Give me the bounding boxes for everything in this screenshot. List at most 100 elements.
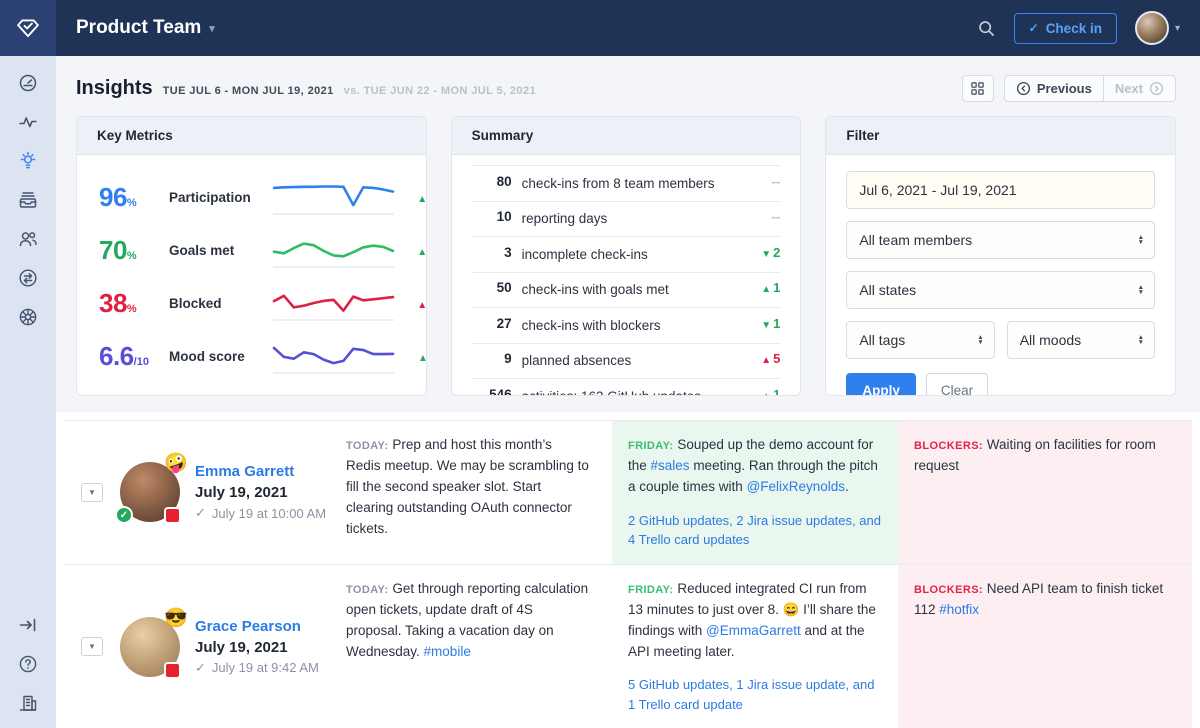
check-in-row: ▼ 😎 ✓ Grace Pearson July 19, 2021 ✓July …: [64, 563, 1192, 728]
next-button[interactable]: Next: [1104, 76, 1175, 101]
select-stepper-icon: ▲ ▼: [1137, 334, 1145, 346]
summary-row: 50 check-ins with goals met ▲ 1: [471, 271, 781, 308]
metric-label: Participation: [169, 190, 251, 205]
collapse-sidebar-icon[interactable]: [17, 614, 39, 636]
sidebar: [0, 56, 56, 728]
inline-tag-link[interactable]: @EmmaGarrett: [706, 622, 801, 638]
previous-label: Previous: [1036, 81, 1092, 96]
blockers-label: BLOCKERS:: [914, 583, 983, 596]
sparkline-chart: [272, 241, 395, 267]
team-switcher[interactable]: Product Team ▾: [76, 17, 215, 39]
metric-delta: ▲2%: [417, 194, 427, 205]
compare-date-range: vs. TUE JUN 22 - MON JUL 5, 2021: [343, 85, 536, 97]
chevron-down-icon: ▾: [209, 22, 215, 35]
inline-tag-link[interactable]: #sales: [650, 457, 690, 473]
next-label: Next: [1114, 81, 1143, 96]
blocked-badge: [164, 507, 181, 525]
check-badge: ✓: [115, 506, 133, 525]
inline-tag-link[interactable]: @FelixReynolds: [746, 478, 846, 494]
arrow-right-circle-icon: [1149, 81, 1164, 96]
summary-list: 80 check-ins from 8 team members -- 10 repor…: [452, 155, 801, 395]
team-members-icon[interactable]: [17, 228, 39, 250]
metric-label: Goals met: [169, 243, 235, 258]
support-wheel-icon[interactable]: [17, 306, 39, 328]
states-select[interactable]: All states ▲ ▼: [846, 271, 1156, 309]
search-icon[interactable]: [977, 19, 996, 38]
metric-delta: ▲6%: [417, 247, 427, 258]
friday-label: FRIDAY:: [628, 583, 674, 596]
app-logo[interactable]: [0, 0, 56, 56]
select-stepper-icon: ▲ ▼: [977, 334, 984, 346]
member-name-link[interactable]: Grace Pearson: [195, 617, 301, 635]
arrow-left-circle-icon: [1016, 81, 1031, 96]
today-cell: TODAY: Get through reporting calculation…: [346, 580, 589, 659]
today-cell: TODAY: Prep and host this month’s Redis …: [346, 437, 589, 536]
activity-summary-link[interactable]: 5 GitHub updates, 1 Jira issue update, a…: [628, 677, 875, 712]
inline-tag-link[interactable]: #hotfix: [939, 601, 980, 617]
moods-select[interactable]: All moods ▲ ▼: [1006, 321, 1156, 359]
metric-label: Mood score: [169, 349, 245, 364]
previous-button[interactable]: Previous: [1005, 76, 1104, 101]
sparkline-chart: [272, 184, 395, 214]
member-name-link[interactable]: Emma Garrett: [195, 463, 295, 481]
grid-view-button[interactable]: [961, 75, 994, 102]
select-stepper-icon: ▲ ▼: [1137, 234, 1145, 246]
insights-lightbulb-icon[interactable]: [17, 150, 39, 172]
row-dropdown-button[interactable]: ▼: [81, 482, 103, 502]
summary-row: 10 reporting days --: [471, 200, 781, 237]
friday-cell: FRIDAY: Reduced integrated CI run from 1…: [612, 565, 898, 728]
check-in-date: July 19, 2021: [195, 638, 288, 656]
metric-label: Blocked: [169, 296, 222, 311]
activity-pulse-icon[interactable]: [17, 111, 39, 133]
mood-emoji-icon: 🤪: [164, 453, 188, 475]
organization-building-icon[interactable]: [17, 692, 39, 714]
check-icon: ✓: [195, 505, 206, 521]
team-name: Product Team: [76, 17, 202, 38]
check-in-button[interactable]: ✓ Check in: [1013, 12, 1117, 44]
row-dropdown-button[interactable]: ▼: [81, 637, 103, 657]
friday-cell: FRIDAY: Souped up the demo account for t…: [612, 421, 898, 564]
main-content: Insights TUE JUL 6 - MON JUL 19, 2021 vs…: [56, 56, 1200, 728]
summary-row: 80 check-ins from 8 team members --: [471, 165, 781, 201]
page-title: Insights: [76, 77, 153, 99]
date-range-input[interactable]: [846, 171, 1156, 209]
summary-row: 27 check-ins with blockers ▼ 1: [471, 307, 781, 343]
summary-row: 3 incomplete check-ins ▼ 2: [471, 236, 781, 272]
current-date-range: TUE JUL 6 - MON JUL 19, 2021: [162, 85, 334, 97]
dashboard-gauge-icon[interactable]: [17, 72, 39, 94]
check-ins-inbox-icon[interactable]: [17, 189, 39, 211]
topbar: Product Team ▾ ✓ Check in ▾: [0, 0, 1200, 56]
check-ins-list: ▼ 🤪 ✓ Emma Garrett July 19, 2021 ✓ July 1…: [56, 412, 1200, 728]
chevron-down-icon: ▾: [1174, 22, 1180, 34]
metric-delta: ▲0.6: [396, 349, 426, 364]
apply-button[interactable]: Apply: [846, 373, 916, 395]
sparkline-chart: [272, 294, 395, 320]
metric-delta: ▲1%: [417, 300, 427, 311]
metric-row-blocked: 38% Blocked ▲1%: [99, 277, 426, 330]
check-in-time: ✓ July 19 at 10:00 AM: [195, 505, 327, 521]
avatar: [1134, 11, 1169, 45]
sparkline-chart: [272, 346, 395, 373]
check-icon: ✓: [195, 659, 206, 675]
gem-logo-icon: [14, 14, 42, 42]
summary-row: 546activities: 163 GitHub updates, 205 J…: [471, 378, 781, 395]
integrations-sync-icon[interactable]: [17, 267, 39, 289]
tags-select[interactable]: All tags ▲ ▼: [846, 321, 995, 359]
blockers-label: BLOCKERS:: [914, 440, 983, 452]
user-menu[interactable]: ▾: [1134, 11, 1180, 45]
mood-emoji-icon: 😎: [164, 607, 188, 629]
clear-button[interactable]: Clear: [925, 373, 989, 395]
check-icon: ✓: [1028, 21, 1039, 35]
help-icon[interactable]: [17, 653, 39, 675]
blockers-cell: BLOCKERS: Waiting on facilities for room…: [898, 421, 1192, 564]
pagination-group: Previous Next: [1003, 75, 1176, 102]
activity-summary-link[interactable]: 2 GitHub updates, 2 Jira issue updates, …: [628, 512, 881, 548]
check-in-time: ✓ July 19 at 9:42 AM: [195, 659, 319, 676]
key-metrics-card: Key Metrics 96% Participation ▲2% 70% Go…: [76, 116, 427, 396]
inline-tag-link[interactable]: #mobile: [423, 643, 471, 659]
summary-row: 9 planned absences ▲ 5: [471, 342, 781, 379]
check-in-label: Check in: [1045, 20, 1102, 36]
team-members-select[interactable]: All team members ▲ ▼: [846, 221, 1156, 259]
filter-title: Filter: [826, 117, 1176, 155]
key-metrics-title: Key Metrics: [77, 117, 426, 155]
